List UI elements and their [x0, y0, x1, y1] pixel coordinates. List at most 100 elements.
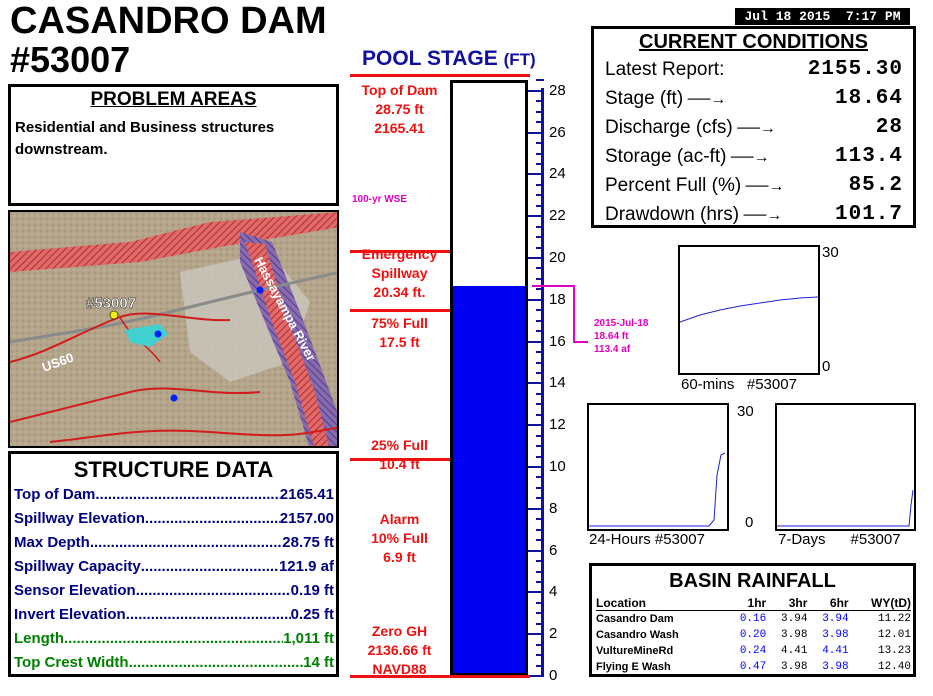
marker-emergency-spillway-line: 20.34 ft.: [373, 284, 426, 300]
rainfall-value: 0.24: [739, 645, 767, 657]
chart-60-mins-title: 60-mins: [681, 376, 735, 393]
axis-tick: [536, 319, 544, 322]
rainfall-value: 0.16: [739, 613, 767, 625]
structure-row-leader: ........................................…: [89, 534, 282, 551]
current-conditions-panel: CURRENT CONDITIONS Latest Report: 2155.30…: [591, 26, 916, 228]
pool-stage-title: POOL STAGE (FT): [362, 47, 536, 71]
axis-tick: [528, 257, 544, 259]
structure-row-value: 28.75 ft: [282, 534, 334, 551]
rainfall-value: 3.98: [781, 661, 808, 673]
marker-top-of-dam-line: 28.75 ft: [375, 101, 424, 117]
structure-row: Sensor Elevation........................…: [14, 582, 334, 600]
rainfall-location: Casandro Dam: [596, 613, 674, 625]
marker-25-full-line: 25% Full: [371, 437, 428, 453]
level-marker-line: [350, 309, 450, 313]
problem-areas-text: Residential and Business structures down…: [15, 119, 275, 158]
structure-row-value: 121.9 af: [278, 558, 334, 575]
axis-tick: [528, 131, 544, 134]
marker-100yr-wse: 100-yr WSE: [352, 194, 408, 205]
axis-tick: [528, 507, 544, 510]
dam-title: CASANDRO DAM: [10, 0, 327, 42]
basin-rainfall-panel: BASIN RAINFALL Location 1hr 3hr 6hr WY(tD) C…: [589, 563, 916, 677]
marker-zero-gh: Zero GH 2136.66 ft NAVD88: [352, 622, 447, 679]
axis-tick: [536, 288, 544, 291]
dam-id: #53007: [10, 39, 131, 80]
structure-row-value: 1,011 ft: [283, 630, 334, 647]
marker-alarm-line: 6.9 ft: [383, 549, 416, 565]
structure-row-value: 2165.41: [279, 486, 334, 503]
axis-tick-label: 8: [549, 499, 558, 517]
axis-tick-label: 26: [549, 123, 566, 141]
rainfall-location: Flying E Wash: [596, 661, 671, 673]
rainfall-value: 3.94: [781, 613, 808, 625]
axis-tick: [536, 110, 544, 113]
axis-tick: [536, 643, 544, 646]
chart-60-mins-label: 60-mins #53007: [681, 376, 797, 393]
structure-row: Top Crest Width.........................…: [14, 654, 334, 672]
rainfall-value: 4.41: [822, 645, 849, 657]
basin-rainfall-heading: BASIN RAINFALL: [669, 570, 836, 592]
structure-row-label: Spillway Capacity: [14, 558, 141, 575]
axis-tick: [536, 570, 544, 573]
problem-areas-heading: PROBLEM AREAS: [90, 89, 257, 110]
arrow-right-icon: ──→: [739, 207, 783, 224]
axis-tick-label: 28: [549, 81, 566, 99]
axis-tick: [536, 277, 544, 280]
axis-tick: [536, 622, 544, 625]
rainfall-location: VultureMineRd: [596, 645, 674, 657]
level-marker-line: [350, 249, 450, 253]
arrow-right-icon: ──→: [732, 120, 776, 137]
structure-row-label: Sensor Elevation: [14, 582, 136, 599]
condition-label: Storage (ac-ft): [605, 146, 727, 167]
axis-tick: [528, 382, 544, 385]
axis-tick: [536, 330, 544, 333]
marker-emergency-spillway-line: Spillway: [371, 265, 428, 281]
map-label-site: #53007: [86, 295, 136, 312]
structure-row: Length..................................…: [14, 630, 334, 648]
axis-tick: [536, 121, 544, 124]
axis-tick: [536, 225, 544, 228]
rainfall-value: 0.47: [739, 661, 767, 673]
structure-row-leader: ........................................…: [125, 606, 291, 623]
axis-tick: [536, 601, 544, 604]
axis-tick: [536, 194, 544, 197]
condition-label: Latest Report:: [605, 59, 725, 80]
axis-tick: [536, 392, 544, 395]
chart-60-mins-ymax: 30: [822, 244, 839, 261]
structure-row-leader: ........................................…: [64, 630, 283, 647]
axis-tick: [528, 340, 544, 343]
level-marker-line: [350, 675, 530, 678]
pool-stage-gauge: [450, 80, 528, 676]
axis-tick: [536, 142, 544, 145]
chart-24-hours: [587, 403, 729, 531]
axis-tick: [536, 413, 544, 416]
chart-60-mins-ymin: 0: [822, 358, 831, 375]
axis-tick: [536, 236, 544, 239]
marker-zero-gh-line: NAVD88: [372, 661, 427, 677]
structure-row-value: 0.25 ft: [290, 606, 334, 623]
marker-emergency-spillway: Emergency Spillway 20.34 ft.: [352, 245, 447, 302]
axis-tick: [536, 351, 544, 354]
axis-tick: [528, 633, 544, 636]
axis-tick: [536, 361, 544, 364]
annotation-stage: 18.64 ft: [594, 331, 629, 342]
axis-tick-label: 12: [549, 416, 566, 434]
annotation-storage: 113.4 af: [594, 344, 631, 355]
chart-24-hours-ymax: 30: [737, 403, 754, 420]
condition-value: 28: [875, 116, 903, 139]
rainfall-value: 12.01: [877, 629, 911, 641]
axis-tick: [536, 612, 544, 615]
condition-value: 113.4: [834, 145, 903, 168]
structure-row-leader: ........................................…: [135, 582, 291, 599]
marker-25-full: 25% Full 10.4 ft: [352, 436, 447, 474]
rainfall-location: Casandro Wash: [596, 629, 679, 641]
axis-tick: [536, 152, 544, 155]
condition-row: Percent Full (%) ──→ 85.2: [605, 174, 905, 199]
rainfall-value: 3.98: [822, 661, 849, 673]
pool-stage-unit: (FT): [503, 50, 536, 69]
rainfall-value: 3.98: [822, 629, 849, 641]
rainfall-column-header: WY(tD): [848, 596, 911, 611]
arrow-right-icon: ──→: [741, 178, 785, 195]
axis-tick-label: 10: [549, 458, 566, 475]
condition-value: 18.64: [834, 87, 903, 110]
